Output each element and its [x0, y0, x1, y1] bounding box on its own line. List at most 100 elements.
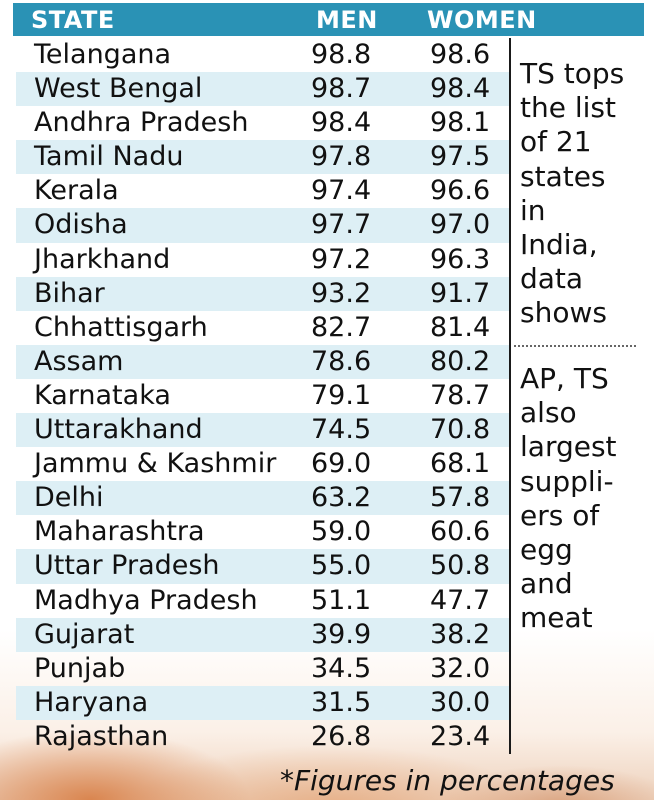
men-value: 82.7	[311, 311, 372, 343]
state-cell: Gujarat	[34, 618, 135, 650]
side-note-line: largest	[520, 430, 617, 464]
women-value: 98.4	[430, 73, 491, 105]
table-row: Madhya Pradesh 51.1 47.7	[16, 584, 510, 618]
men-value: 97.8	[311, 141, 372, 173]
men-value: 59.0	[311, 516, 372, 548]
women-value: 60.6	[430, 516, 491, 548]
table-row: Karnataka 79.1 78.7	[16, 379, 510, 413]
women-value: 68.1	[430, 448, 491, 480]
side-note-line: TS tops	[520, 57, 625, 90]
women-value: 57.8	[430, 482, 491, 514]
state-cell: Telangana	[34, 39, 172, 70]
state-cell: Jharkhand	[34, 243, 171, 275]
state-cell: Uttar Pradesh	[34, 550, 220, 582]
table-row: Telangana 98.8 98.6	[16, 38, 510, 72]
table-row: Uttarakhand 74.5 70.8	[16, 413, 510, 448]
women-value: 91.7	[430, 277, 491, 309]
side-note-suppliers: AP, TS also largest suppli-ers of egg and meat	[520, 362, 650, 636]
state-cell: Haryana	[34, 686, 149, 718]
side-note-line: India,	[520, 228, 598, 262]
table-row: Uttar Pradesh 55.0 50.8	[16, 549, 510, 584]
side-note-line: suppli-	[520, 464, 614, 498]
table-row: Maharashtra 59.0 60.6	[16, 515, 510, 549]
men-value: 98.4	[311, 107, 372, 139]
women-value: 50.8	[430, 550, 491, 582]
side-note-line: ers of	[520, 498, 600, 532]
table-row: Odisha 97.7 97.0	[16, 208, 510, 243]
side-note-line: states	[520, 159, 606, 193]
state-cell: Chhattisgarh	[34, 311, 208, 343]
women-value: 98.6	[430, 39, 491, 70]
men-value: 39.9	[311, 618, 372, 650]
table-row: Haryana 31.5 30.0	[16, 685, 510, 720]
state-cell: Karnataka	[34, 379, 171, 411]
state-cell: Jammu & Kashmir	[34, 448, 277, 480]
column-divider	[509, 38, 511, 754]
women-value: 96.3	[430, 243, 491, 275]
state-cell: Punjab	[34, 652, 126, 684]
women-value: 32.0	[430, 652, 491, 684]
state-cell: Uttarakhand	[34, 414, 203, 446]
table-row: Delhi 63.2 57.8	[16, 481, 510, 516]
men-value: 74.5	[311, 414, 372, 446]
side-note-line: egg	[520, 533, 573, 567]
men-value: 98.7	[311, 73, 372, 105]
state-cell: Tamil Nadu	[34, 141, 184, 173]
state-cell: West Bengal	[34, 73, 203, 105]
men-value: 69.0	[311, 448, 372, 480]
side-note-line: meat	[520, 601, 593, 635]
women-value: 97.5	[430, 141, 491, 173]
men-value: 97.7	[311, 209, 372, 241]
side-note-ts-tops: TS tops the list of 21 states in India, data sh…	[520, 57, 650, 331]
state-cell: Kerala	[34, 175, 119, 207]
women-value: 47.7	[430, 584, 491, 616]
men-value: 34.5	[311, 652, 372, 684]
men-value: 63.2	[311, 482, 372, 514]
women-value: 70.8	[430, 414, 491, 446]
table-row: Tamil Nadu 97.8 97.5	[16, 140, 510, 175]
table-row: Kerala 97.4 96.6	[16, 174, 510, 208]
men-value: 98.8	[311, 39, 372, 70]
side-note-line: AP, TS	[520, 362, 609, 395]
table-row: Chhattisgarh 82.7 81.4	[16, 311, 510, 345]
table-row: Bihar 93.2 91.7	[16, 276, 510, 311]
women-value: 81.4	[430, 311, 491, 343]
men-value: 31.5	[311, 686, 372, 718]
table-row: Assam 78.6 80.2	[16, 344, 510, 379]
state-cell: Rajasthan	[34, 720, 169, 752]
side-note-line: and	[520, 567, 573, 601]
women-value: 23.4	[430, 720, 491, 752]
men-value: 97.2	[311, 243, 372, 275]
side-note-line: of 21	[520, 125, 592, 159]
men-value: 51.1	[311, 584, 372, 616]
state-cell: Madhya Pradesh	[34, 584, 258, 616]
side-note-line: also	[520, 396, 577, 430]
table-row: Jharkhand 97.2 96.3	[16, 243, 510, 277]
footnote: *Figures in percentages	[280, 764, 615, 797]
state-cell: Odisha	[34, 209, 128, 241]
dotted-separator	[514, 345, 636, 347]
men-value: 79.1	[311, 379, 372, 411]
men-value: 97.4	[311, 175, 372, 207]
table-row: Andhra Pradesh 98.4 98.1	[16, 106, 510, 140]
women-value: 30.0	[430, 686, 491, 718]
table-row: Rajasthan 26.8 23.4	[16, 720, 510, 754]
table-row: West Bengal 98.7 98.4	[16, 72, 510, 107]
women-value: 78.7	[430, 379, 491, 411]
table-row: Punjab 34.5 32.0	[16, 652, 510, 686]
header-men: MEN	[316, 6, 378, 34]
table-header: STATE MEN WOMEN	[13, 3, 644, 36]
table-row: Gujarat 39.9 38.2	[16, 617, 510, 652]
side-note-line: the list	[520, 91, 616, 125]
men-value: 78.6	[311, 345, 372, 377]
state-cell: Assam	[34, 345, 124, 377]
state-cell: Andhra Pradesh	[34, 107, 249, 139]
state-cell: Delhi	[34, 482, 104, 514]
header-state: STATE	[31, 6, 115, 34]
header-women: WOMEN	[427, 6, 537, 34]
men-value: 26.8	[311, 720, 372, 752]
state-cell: Bihar	[34, 277, 105, 309]
women-value: 38.2	[430, 618, 491, 650]
side-note-line: data	[520, 262, 584, 296]
data-table: Telangana 98.8 98.6 West Bengal 98.7 98.4 Andh…	[16, 38, 510, 754]
